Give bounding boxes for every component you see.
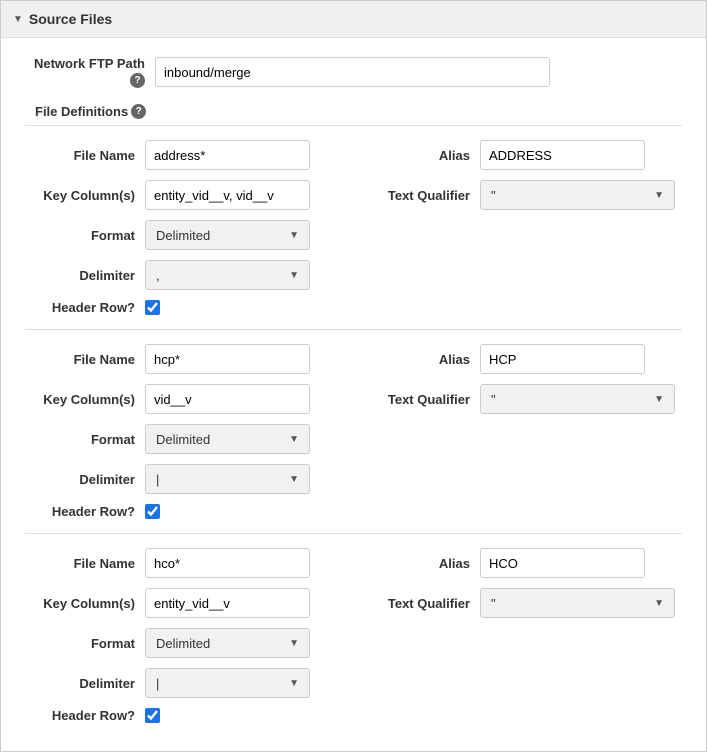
file-name-input[interactable] bbox=[145, 548, 310, 578]
delimiter-select[interactable]: | ▼ bbox=[145, 668, 310, 698]
network-ftp-input[interactable] bbox=[155, 57, 550, 87]
file-definitions-heading: File Definitions ? bbox=[35, 104, 682, 119]
header-row-checkbox[interactable] bbox=[145, 300, 160, 315]
panel-body: Network FTP Path ? File Definitions ? Fi… bbox=[1, 38, 706, 751]
text-qualifier-label: Text Qualifier bbox=[375, 392, 480, 407]
chevron-down-icon: ▼ bbox=[289, 230, 299, 241]
collapse-icon[interactable]: ▼ bbox=[13, 14, 23, 25]
header-row-label: Header Row? bbox=[25, 504, 145, 519]
key-columns-label: Key Column(s) bbox=[25, 392, 145, 407]
header-row-checkbox[interactable] bbox=[145, 504, 160, 519]
key-columns-input[interactable] bbox=[145, 384, 310, 414]
chevron-down-icon: ▼ bbox=[289, 434, 299, 445]
format-select[interactable]: Delimited ▼ bbox=[145, 424, 310, 454]
file-name-label: File Name bbox=[25, 148, 145, 163]
key-columns-input[interactable] bbox=[145, 180, 310, 210]
key-columns-label: Key Column(s) bbox=[25, 188, 145, 203]
text-qualifier-label: Text Qualifier bbox=[375, 188, 480, 203]
file-name-input[interactable] bbox=[145, 140, 310, 170]
format-label: Format bbox=[25, 228, 145, 243]
text-qualifier-select[interactable]: " ▼ bbox=[480, 384, 675, 414]
network-ftp-label: Network FTP Path ? bbox=[25, 56, 155, 88]
delimiter-select[interactable]: , ▼ bbox=[145, 260, 310, 290]
file-definition-block: File Name Key Column(s) Format Delimited… bbox=[25, 533, 682, 737]
chevron-down-icon: ▼ bbox=[654, 598, 664, 609]
file-definition-block: File Name Key Column(s) Format Delimited… bbox=[25, 125, 682, 329]
chevron-down-icon: ▼ bbox=[654, 190, 664, 201]
delimiter-label: Delimiter bbox=[25, 268, 145, 283]
file-definition-block: File Name Key Column(s) Format Delimited… bbox=[25, 329, 682, 533]
alias-input[interactable] bbox=[480, 344, 645, 374]
delimiter-label: Delimiter bbox=[25, 676, 145, 691]
alias-label: Alias bbox=[375, 556, 480, 571]
help-icon[interactable]: ? bbox=[131, 104, 146, 119]
chevron-down-icon: ▼ bbox=[289, 474, 299, 485]
source-files-panel: ▼ Source Files Network FTP Path ? File D… bbox=[0, 0, 707, 752]
chevron-down-icon: ▼ bbox=[289, 638, 299, 649]
alias-label: Alias bbox=[375, 352, 480, 367]
format-select[interactable]: Delimited ▼ bbox=[145, 628, 310, 658]
alias-label: Alias bbox=[375, 148, 480, 163]
alias-input[interactable] bbox=[480, 548, 645, 578]
panel-header: ▼ Source Files bbox=[1, 1, 706, 38]
file-name-label: File Name bbox=[25, 352, 145, 367]
text-qualifier-label: Text Qualifier bbox=[375, 596, 480, 611]
format-label: Format bbox=[25, 432, 145, 447]
help-icon[interactable]: ? bbox=[130, 73, 145, 88]
format-label: Format bbox=[25, 636, 145, 651]
file-name-label: File Name bbox=[25, 556, 145, 571]
format-select[interactable]: Delimited ▼ bbox=[145, 220, 310, 250]
network-ftp-row: Network FTP Path ? bbox=[25, 56, 682, 88]
header-row-checkbox[interactable] bbox=[145, 708, 160, 723]
chevron-down-icon: ▼ bbox=[654, 394, 664, 405]
text-qualifier-select[interactable]: " ▼ bbox=[480, 588, 675, 618]
delimiter-select[interactable]: | ▼ bbox=[145, 464, 310, 494]
text-qualifier-select[interactable]: " ▼ bbox=[480, 180, 675, 210]
header-row-label: Header Row? bbox=[25, 300, 145, 315]
section-title: Source Files bbox=[29, 11, 112, 27]
chevron-down-icon: ▼ bbox=[289, 678, 299, 689]
key-columns-label: Key Column(s) bbox=[25, 596, 145, 611]
delimiter-label: Delimiter bbox=[25, 472, 145, 487]
header-row-label: Header Row? bbox=[25, 708, 145, 723]
key-columns-input[interactable] bbox=[145, 588, 310, 618]
alias-input[interactable] bbox=[480, 140, 645, 170]
chevron-down-icon: ▼ bbox=[289, 270, 299, 281]
file-name-input[interactable] bbox=[145, 344, 310, 374]
